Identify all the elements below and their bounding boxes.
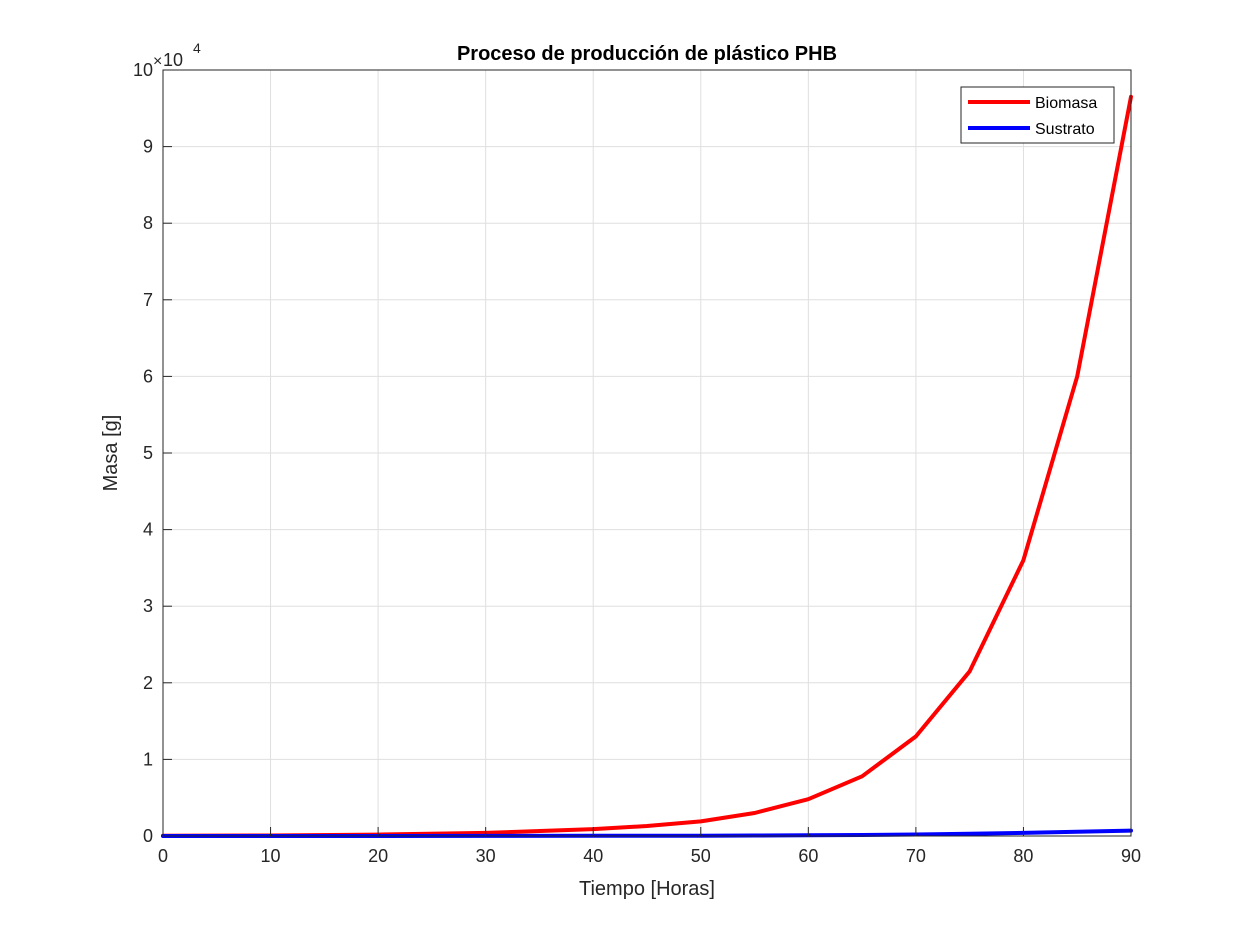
y-tick-label: 1 (143, 749, 153, 769)
x-tick-label: 80 (1013, 846, 1033, 866)
y-tick-label: 3 (143, 596, 153, 616)
x-tick-label: 40 (583, 846, 603, 866)
y-tick-label: 2 (143, 673, 153, 693)
y-exponent-power: 4 (193, 40, 201, 56)
y-axis-label: Masa [g] (100, 415, 122, 492)
x-axis-label: Tiempo [Horas] (579, 878, 715, 900)
tick-labels: 0 10 20 30 40 50 60 70 80 90 0 1 2 3 4 5 6 7 8 9 10 (133, 60, 1141, 866)
y-tick-label: 5 (143, 443, 153, 463)
y-tick-label: 10 (133, 60, 153, 80)
x-tick-label: 70 (906, 846, 926, 866)
x-tick-label: 0 (158, 846, 168, 866)
ticks (162, 69, 1132, 837)
legend-label-sustrato: Sustrato (1035, 121, 1095, 138)
chart-title: Proceso de producción de plástico PHB (457, 43, 837, 65)
x-tick-label: 60 (798, 846, 818, 866)
y-tick-label: 0 (143, 826, 153, 846)
x-tick-label: 10 (261, 846, 281, 866)
y-exponent-times: × (153, 53, 162, 70)
y-exponent-base: 10 (163, 50, 183, 70)
legend-box (960, 86, 1115, 144)
legend: Biomasa Sustrato (960, 86, 1115, 144)
y-tick-label: 7 (143, 290, 153, 310)
x-tick-label: 20 (368, 846, 388, 866)
x-tick-label: 50 (691, 846, 711, 866)
y-tick-label: 8 (143, 213, 153, 233)
y-tick-label: 4 (143, 520, 153, 540)
y-tick-label: 6 (143, 366, 153, 386)
x-tick-label: 30 (476, 846, 496, 866)
x-tick-label: 90 (1121, 846, 1141, 866)
y-tick-label: 9 (143, 137, 153, 157)
legend-label-biomasa: Biomasa (1035, 95, 1097, 112)
